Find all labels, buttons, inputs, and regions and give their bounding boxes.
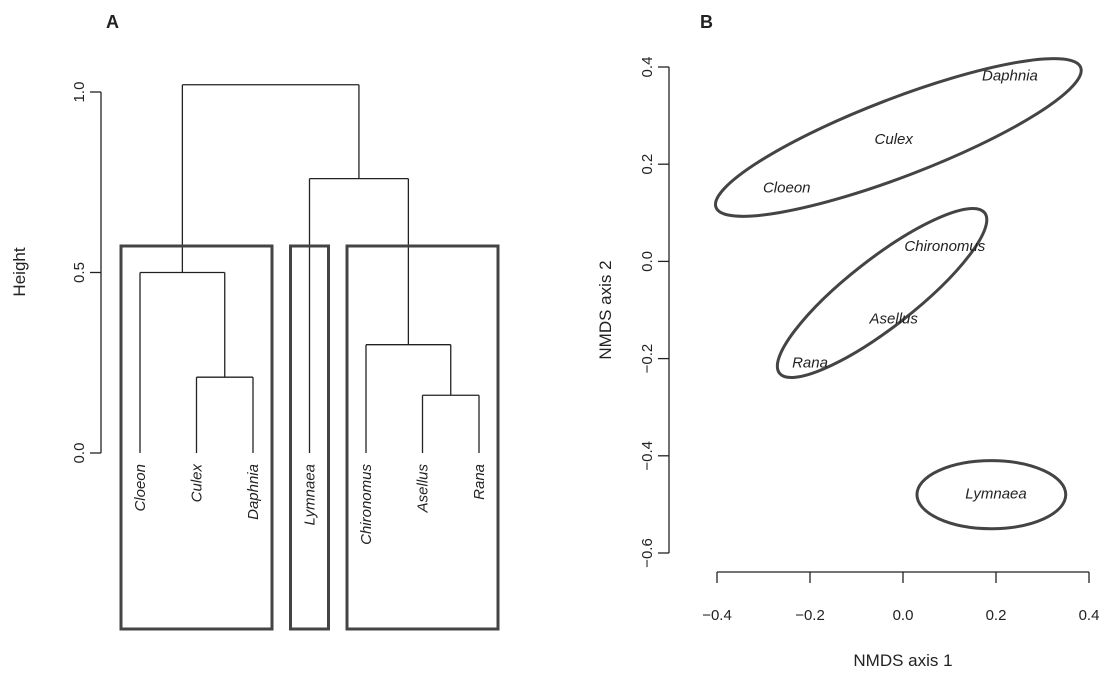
panel-a-label: A — [106, 12, 119, 32]
point-label: Asellus — [869, 311, 919, 328]
group-ellipse — [775, 206, 989, 380]
group-ellipse — [915, 459, 1068, 531]
leaf-label: Asellus — [415, 464, 432, 514]
x-tick-label: 0.0 — [893, 607, 914, 624]
leaf-label: Chironomus — [358, 464, 375, 545]
y-axis-title: Height — [10, 247, 29, 296]
cluster-box — [289, 244, 330, 631]
y-ticks: −0.6 −0.4 −0.2 0.0 0.2 0.4 — [639, 57, 669, 568]
x-tick-label: −0.4 — [702, 607, 732, 624]
leaf-label: Lymnaea — [302, 464, 319, 525]
y-tick-label: −0.2 — [639, 344, 656, 374]
dendrogram-panel: A 0.0 0.5 1.0 Height Cloeon Culex Daphnia Lym… — [10, 12, 500, 631]
group-ellipse — [713, 57, 1083, 218]
dendrogram-branches — [139, 84, 480, 453]
group-ellipses — [713, 57, 1083, 531]
leaf-labels: Cloeon Culex Daphnia Lymnaea Chironomus Asell… — [132, 464, 488, 545]
point-label: Cloeon — [763, 179, 811, 196]
point-labels: Daphnia Culex Cloeon Chironomus Asellus Rana L… — [763, 68, 1038, 503]
panel-b-label: B — [700, 12, 713, 32]
y-tick-label: 0.2 — [639, 154, 656, 175]
x-tick-label: 0.2 — [986, 607, 1007, 624]
y-tick-label: 0.0 — [71, 443, 88, 464]
point-label: Daphnia — [982, 68, 1038, 85]
point-label: Rana — [792, 354, 828, 371]
x-tick-label: 0.4 — [1079, 607, 1100, 624]
point-label: Lymnaea — [965, 486, 1026, 503]
y-tick-label: 0.0 — [639, 251, 656, 272]
leaf-label: Rana — [471, 464, 488, 500]
leaf-label: Cloeon — [132, 464, 149, 512]
y-tick-label: 1.0 — [71, 82, 88, 103]
x-axis-title: NMDS axis 1 — [853, 651, 952, 670]
y-axis-title: NMDS axis 2 — [596, 260, 615, 359]
x-tick-label: −0.2 — [795, 607, 825, 624]
cluster-box — [119, 244, 274, 631]
y-tick-label: −0.4 — [639, 441, 656, 471]
x-ticks: −0.4 −0.2 0.0 0.2 0.4 — [702, 572, 1099, 624]
y-tick-label: 0.4 — [639, 57, 656, 78]
y-tick-label: 0.5 — [71, 262, 88, 283]
leaf-label: Daphnia — [245, 464, 262, 520]
y-tick-label: −0.6 — [639, 538, 656, 568]
point-label: Culex — [875, 131, 914, 148]
group-boxes — [119, 244, 500, 631]
nmds-panel: B −0.6 −0.4 −0.2 0.0 0.2 0.4 −0.4 −0.2 0.0 0.2 0.… — [596, 12, 1099, 670]
leaf-label: Culex — [189, 464, 206, 503]
y-ticks: 0.0 0.5 1.0 — [71, 82, 101, 464]
cluster-box — [345, 244, 500, 631]
point-label: Chironomus — [904, 238, 985, 255]
